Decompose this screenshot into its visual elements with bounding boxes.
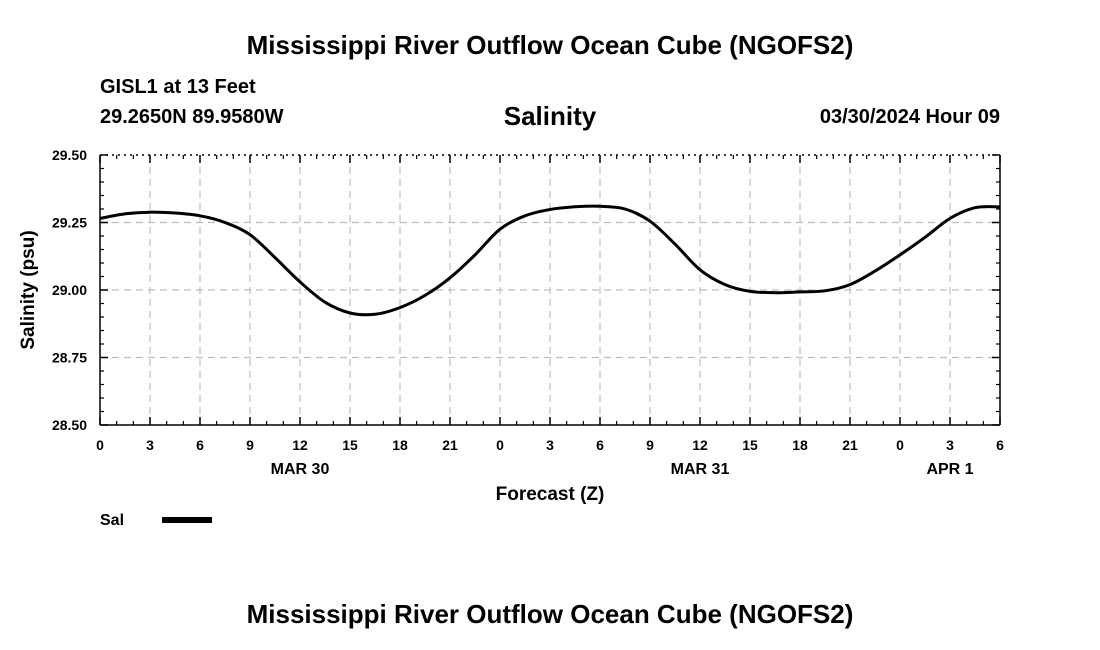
series-line-sal <box>99 204 1001 317</box>
x-tick-label: 6 <box>596 437 604 453</box>
x-tick-label: 12 <box>692 437 708 453</box>
x-tick-label: 0 <box>896 437 904 453</box>
x-tick-label: 21 <box>842 437 858 453</box>
y-tick-label: 29.00 <box>52 282 87 298</box>
series-layer <box>99 204 1001 317</box>
x-tick-label: 0 <box>96 437 104 453</box>
x-date-label: MAR 30 <box>271 461 330 478</box>
x-date-label: MAR 31 <box>671 461 730 478</box>
x-tick-label: 3 <box>546 437 554 453</box>
x-tick-label: 15 <box>342 437 358 453</box>
chart-title: Mississippi River Outflow Ocean Cube (NG… <box>246 30 854 60</box>
x-tick-label: 9 <box>246 437 254 453</box>
axis-layer: 0 3 6 9 12 15 18 21 0 3 6 9 12 15 18 21 0 3 6 28.50 28.75 29.… <box>18 147 1004 505</box>
x-axis-title: Forecast (Z) <box>496 484 605 505</box>
forecast-datetime: 03/30/2024 Hour 09 <box>819 106 1000 128</box>
station-label: GISL1 at 13 Feet <box>100 76 256 98</box>
grid-layer <box>100 155 1000 425</box>
y-tick-label: 29.25 <box>52 215 87 231</box>
legend: Sal <box>100 512 212 529</box>
x-tick-label: 6 <box>996 437 1004 453</box>
x-tick-label: 21 <box>442 437 458 453</box>
x-tick-label: 12 <box>292 437 308 453</box>
x-date-label: APR 1 <box>926 461 973 478</box>
y-tick-label: 28.75 <box>52 350 87 366</box>
x-tick-label: 3 <box>146 437 154 453</box>
parameter-title: Salinity <box>503 101 597 131</box>
y-tick-label: 28.50 <box>52 417 87 433</box>
x-tick-label: 9 <box>646 437 654 453</box>
station-coordinates: 29.2650N 89.9580W <box>100 106 284 128</box>
x-tick-label: 15 <box>742 437 758 453</box>
x-tick-label: 3 <box>946 437 954 453</box>
legend-label: Sal <box>100 512 124 529</box>
x-tick-label: 0 <box>496 437 504 453</box>
x-tick-label: 18 <box>792 437 808 453</box>
footer-title: Mississippi River Outflow Ocean Cube (NG… <box>246 599 854 629</box>
y-axis-title: Salinity (psu) <box>18 230 39 349</box>
x-tick-label: 6 <box>196 437 204 453</box>
x-tick-label: 18 <box>392 437 408 453</box>
y-tick-label: 29.50 <box>52 147 87 163</box>
